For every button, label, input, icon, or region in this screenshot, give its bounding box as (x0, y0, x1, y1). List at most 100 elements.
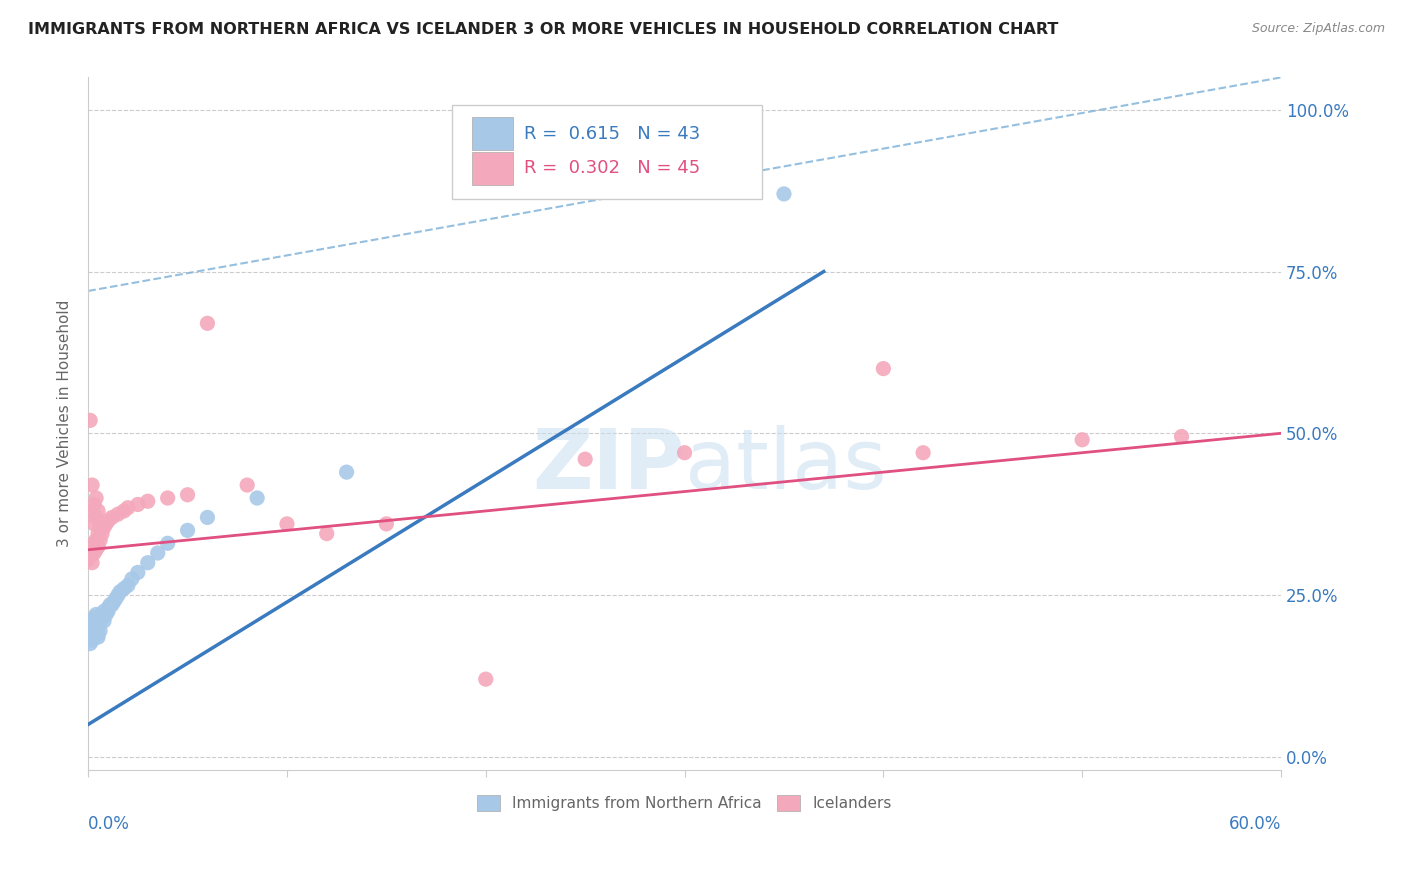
Point (236, 478, 259, 492)
Point (89, 624, 111, 638)
Point (87, 627, 110, 641)
Point (89, 533, 111, 547)
Point (127, 498, 149, 512)
Point (474, 672, 496, 686)
Point (104, 591, 127, 606)
Text: 0.0%: 0.0% (89, 814, 129, 833)
Point (79, 637, 101, 651)
Point (108, 584, 131, 599)
Point (84, 533, 107, 547)
Point (97, 514, 120, 528)
Point (87, 630, 110, 644)
Point (82, 556, 104, 570)
Point (84, 620, 107, 634)
Point (107, 588, 129, 602)
Point (79, 549, 101, 564)
Point (197, 316, 219, 330)
Point (156, 491, 179, 505)
Point (176, 524, 198, 538)
Text: R =  0.302   N = 45: R = 0.302 N = 45 (523, 159, 700, 178)
Point (246, 491, 269, 505)
Point (79, 546, 101, 560)
Point (79, 627, 101, 641)
Text: 60.0%: 60.0% (1229, 814, 1281, 833)
Point (146, 546, 169, 560)
Point (1170, 429, 1192, 443)
Point (93, 604, 115, 618)
Point (82, 633, 104, 648)
Point (107, 507, 129, 521)
Point (91, 607, 114, 622)
Point (773, 186, 796, 201)
Point (82, 478, 104, 492)
Point (83, 516, 105, 531)
Point (112, 504, 135, 518)
Point (375, 516, 398, 531)
FancyBboxPatch shape (472, 152, 513, 185)
Point (87, 620, 110, 634)
Point (1071, 433, 1094, 447)
Point (89, 520, 111, 534)
Point (117, 500, 139, 515)
Point (87, 504, 110, 518)
Point (83, 610, 105, 624)
Point (84, 491, 107, 505)
Point (103, 594, 125, 608)
Point (912, 446, 935, 460)
Point (84, 607, 107, 622)
Point (315, 526, 337, 541)
Point (197, 510, 219, 524)
Point (336, 465, 359, 479)
Point (84, 624, 107, 638)
Point (91, 610, 114, 624)
Point (84, 510, 107, 524)
Point (121, 572, 143, 586)
Text: R =  0.615   N = 43: R = 0.615 N = 43 (523, 125, 700, 143)
Point (136, 556, 159, 570)
Point (93, 614, 115, 628)
Text: atlas: atlas (685, 425, 886, 506)
Point (97, 604, 120, 618)
Point (574, 452, 596, 467)
Text: IMMIGRANTS FROM NORTHERN AFRICA VS ICELANDER 3 OR MORE VEHICLES IN HOUSEHOLD COR: IMMIGRANTS FROM NORTHERN AFRICA VS ICELA… (28, 22, 1059, 37)
Legend: Immigrants from Northern Africa, Icelanders: Immigrants from Northern Africa, Iceland… (471, 789, 898, 817)
Point (156, 536, 179, 550)
Point (83, 498, 105, 512)
Point (97, 601, 120, 615)
Point (84, 542, 107, 557)
Point (91, 526, 114, 541)
Point (89, 614, 111, 628)
Point (112, 582, 135, 596)
Y-axis label: 3 or more Vehicles in Household: 3 or more Vehicles in Household (58, 300, 72, 548)
Point (82, 614, 104, 628)
Point (87, 617, 110, 632)
Point (101, 510, 124, 524)
Point (83, 620, 105, 634)
Point (82, 624, 104, 638)
Text: ZIP: ZIP (531, 425, 685, 506)
Point (77, 552, 100, 566)
Point (83, 614, 105, 628)
FancyBboxPatch shape (451, 105, 762, 199)
Point (93, 520, 115, 534)
Point (673, 446, 696, 460)
Point (117, 578, 139, 592)
Point (872, 361, 894, 376)
Point (84, 610, 107, 624)
Point (94, 516, 117, 531)
Point (136, 494, 159, 508)
Text: Source: ZipAtlas.com: Source: ZipAtlas.com (1251, 22, 1385, 36)
FancyBboxPatch shape (472, 117, 513, 150)
Point (98, 598, 121, 612)
Point (83, 536, 105, 550)
Point (82, 542, 104, 557)
Point (127, 566, 149, 580)
Point (276, 516, 298, 531)
Point (101, 598, 124, 612)
Point (79, 413, 101, 427)
Point (176, 488, 198, 502)
Point (87, 526, 110, 541)
Point (87, 540, 110, 554)
Point (83, 546, 105, 560)
Point (82, 504, 104, 518)
